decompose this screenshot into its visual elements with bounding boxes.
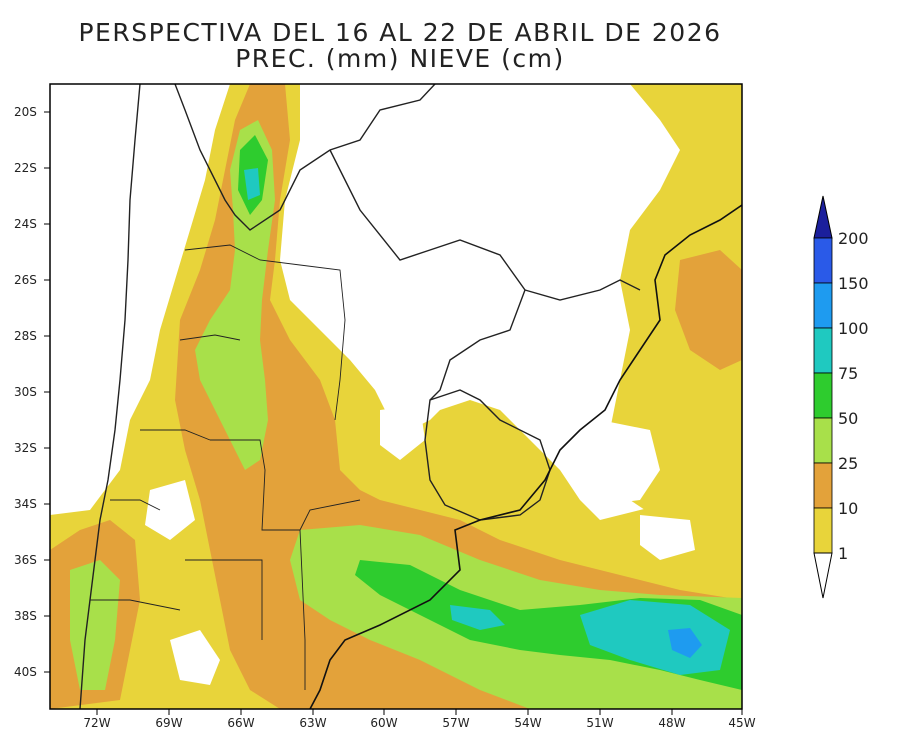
no-precip-patch-sw [145, 480, 195, 540]
lat-tick-20s: 20S [14, 105, 50, 119]
lon-tick-66w: 66W [227, 709, 255, 730]
svg-text:45W: 45W [728, 716, 755, 730]
lat-tick-22s: 22S [14, 161, 50, 175]
lat-tick-26s: 26S [14, 273, 50, 287]
lat-tick-30s: 30S [14, 385, 50, 399]
colorbar-label-1: 1 [838, 544, 848, 563]
svg-text:22S: 22S [14, 161, 37, 175]
colorbar-label-10: 10 [838, 499, 858, 518]
colorbar-label-200: 200 [838, 229, 869, 248]
no-precip-patch-east [575, 420, 660, 505]
precip-band-10-25-east [675, 250, 742, 370]
lat-tick-24s: 24S [14, 217, 50, 231]
svg-text:72W: 72W [83, 716, 110, 730]
svg-text:63W: 63W [299, 716, 326, 730]
lat-tick-34s: 34S [14, 497, 50, 511]
svg-text:30S: 30S [14, 385, 37, 399]
svg-text:26S: 26S [14, 273, 37, 287]
precipitation-field [50, 84, 742, 709]
svg-text:38S: 38S [14, 609, 37, 623]
latitude-axis: 20S 22S 24S 26S 28S 30S 32S 34S 36S 38S … [14, 105, 50, 679]
precip-band-1-10-east-coast [600, 84, 742, 540]
lat-tick-40s: 40S [14, 665, 50, 679]
svg-text:54W: 54W [514, 716, 541, 730]
map-title-line-1: PERSPECTIVA DEL 16 AL 22 DE ABRIL DE 202… [78, 18, 722, 47]
map-title-line-2: PREC. (mm) NIEVE (cm) [235, 44, 565, 73]
no-precip-patch-south [170, 630, 220, 685]
precip-band-75-100-b [450, 605, 505, 630]
colorbar-label-100: 100 [838, 319, 869, 338]
svg-text:20S: 20S [14, 105, 37, 119]
colorbar-segment-25-50 [813, 417, 833, 464]
colorbar-label-75: 75 [838, 364, 858, 383]
colorbar-segment-100-150 [813, 282, 833, 329]
precip-band-100-150 [668, 628, 702, 658]
precip-band-25-50-west [70, 560, 120, 690]
lon-tick-54w: 54W [514, 709, 542, 730]
colorbar-segment-10-25 [813, 462, 833, 509]
colorbar-label-50: 50 [838, 409, 858, 428]
lat-tick-38s: 38S [14, 609, 50, 623]
svg-text:48W: 48W [658, 716, 685, 730]
province-borders [90, 244, 361, 690]
lon-tick-48w: 48W [658, 709, 686, 730]
svg-text:57W: 57W [442, 716, 469, 730]
lat-tick-32s: 32S [14, 441, 50, 455]
svg-text:40S: 40S [14, 665, 37, 679]
colorbar-legend: 200 150 100 75 50 25 10 1 [813, 195, 869, 599]
precip-band-75-100-andes [244, 168, 260, 200]
colorbar-bottom-arrow [813, 552, 833, 599]
colorbar-segment-150-200 [813, 237, 833, 284]
lon-tick-63w: 63W [299, 709, 327, 730]
svg-text:51W: 51W [586, 716, 613, 730]
lon-tick-51w: 51W [586, 709, 614, 730]
lon-tick-57w: 57W [442, 709, 470, 730]
no-precip-patch-east2 [640, 515, 695, 560]
map-frame [49, 83, 743, 710]
colorbar-label-150: 150 [838, 274, 869, 293]
lon-tick-72w: 72W [83, 709, 111, 730]
svg-text:32S: 32S [14, 441, 37, 455]
svg-text:66W: 66W [227, 716, 254, 730]
colorbar-label-25: 25 [838, 454, 858, 473]
svg-text:28S: 28S [14, 329, 37, 343]
colorbar-segment-50-75 [813, 372, 833, 419]
svg-text:24S: 24S [14, 217, 37, 231]
lon-tick-69w: 69W [155, 709, 183, 730]
lat-tick-28s: 28S [14, 329, 50, 343]
svg-text:60W: 60W [370, 716, 397, 730]
precip-band-75-100 [580, 600, 730, 675]
coastline [309, 204, 742, 709]
no-precip-patch-central [380, 405, 425, 460]
lon-tick-45w: 45W [728, 709, 756, 730]
svg-text:34S: 34S [14, 497, 37, 511]
lon-tick-60w: 60W [370, 709, 398, 730]
svg-text:69W: 69W [155, 716, 182, 730]
lat-tick-36s: 36S [14, 553, 50, 567]
svg-text:36S: 36S [14, 553, 37, 567]
colorbar-segment-75-100 [813, 327, 833, 374]
colorbar-top-arrow [813, 195, 833, 239]
longitude-axis: 72W 69W 66W 63W 60W 57W 54W 51W 48W 45W [83, 709, 756, 730]
colorbar-segment-1-10 [813, 507, 833, 554]
